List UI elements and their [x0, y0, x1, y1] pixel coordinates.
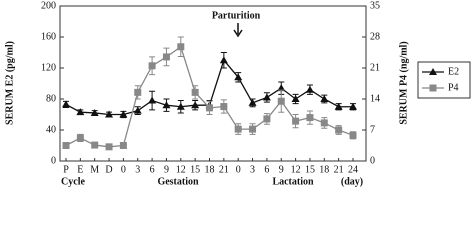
- annotation: Parturition: [212, 10, 261, 21]
- y2-tick-label: 0: [370, 155, 375, 166]
- point: [429, 84, 437, 92]
- y2-tick-label: 7: [370, 124, 375, 135]
- x-tick-label: 3: [250, 164, 255, 175]
- y2-tick-label: 35: [370, 0, 380, 11]
- x-tick-label: 6: [150, 164, 155, 175]
- point: [291, 95, 300, 102]
- x-tick-label: 18: [205, 164, 215, 175]
- legend-label: E2: [448, 66, 459, 77]
- y-tick-label: 160: [41, 31, 56, 42]
- point: [220, 103, 228, 111]
- point: [292, 117, 300, 125]
- x-tick-label: 0: [121, 164, 126, 175]
- point: [234, 125, 242, 133]
- point: [277, 97, 285, 105]
- y-tick-label: 120: [41, 62, 56, 73]
- arrow: [233, 23, 243, 38]
- y-axis-label: SERUM E2 (pg/ml): [4, 41, 15, 125]
- x-tick-label: 24: [348, 164, 358, 175]
- point: [305, 85, 314, 93]
- x-tick-label: 21: [219, 164, 229, 175]
- series-line: [65, 45, 354, 148]
- point: [105, 110, 114, 118]
- point: [306, 114, 314, 122]
- y2-tick-label: 21: [370, 62, 380, 73]
- point: [105, 143, 113, 151]
- y2-axis-label: SERUM P4 (ng/ml): [398, 41, 409, 124]
- plot-frame: [59, 5, 367, 162]
- x-tick-label: 6: [264, 164, 269, 175]
- point: [249, 125, 257, 133]
- x-tick-label: P: [63, 164, 69, 175]
- y-tick-label: 80: [46, 93, 56, 104]
- point: [119, 142, 127, 149]
- point: [206, 104, 213, 112]
- x-tick-label: 21: [334, 164, 344, 175]
- point: [90, 108, 99, 116]
- x-tick-label: 12: [291, 164, 301, 175]
- group-label: Gestation: [157, 176, 199, 187]
- point: [219, 56, 228, 64]
- point: [248, 98, 257, 106]
- x-unit: (day): [341, 176, 363, 187]
- point: [119, 110, 128, 118]
- point: [320, 119, 328, 127]
- point: [62, 100, 70, 108]
- point: [62, 142, 70, 149]
- x-tick-label: 0: [236, 164, 241, 175]
- y-tick-label: 200: [41, 0, 56, 11]
- point: [320, 95, 329, 102]
- x-tick-label: 9: [164, 164, 169, 175]
- point: [148, 96, 157, 104]
- point: [277, 84, 286, 92]
- x-tick-label: 9: [279, 164, 284, 175]
- x-tick-label: D: [105, 164, 112, 175]
- y-tick-label: 40: [46, 124, 56, 135]
- point: [335, 126, 343, 134]
- chart: SERUM E2 (pg/ml) SERUM P4 (ng/ml) Partur…: [4, 0, 471, 187]
- x-tick-label: M: [90, 164, 99, 175]
- y2-tick-label: 14: [370, 93, 380, 104]
- point: [334, 102, 343, 110]
- y-tick-label: 0: [51, 155, 56, 166]
- point: [234, 73, 243, 81]
- group-label: Cycle: [61, 176, 85, 187]
- point: [162, 101, 171, 109]
- x-tick-label: 12: [176, 164, 186, 175]
- y2-tick-label: 28: [370, 31, 380, 42]
- legend: [417, 61, 471, 99]
- point: [177, 43, 185, 51]
- point: [76, 134, 84, 142]
- point: [262, 93, 271, 101]
- x-tick-label: 15: [305, 164, 315, 175]
- x-tick-label: E: [77, 164, 83, 175]
- group-label: Lactation: [272, 176, 314, 187]
- x-tick-label: 15: [190, 164, 200, 175]
- point: [76, 108, 85, 116]
- legend-label: P4: [448, 82, 459, 93]
- point: [429, 68, 437, 75]
- point: [191, 101, 200, 109]
- point: [263, 115, 271, 123]
- point: [134, 88, 142, 96]
- point: [162, 53, 170, 61]
- point: [349, 102, 357, 110]
- x-tick-label: 3: [135, 164, 140, 175]
- x-tick-label: 18: [319, 164, 329, 175]
- point: [191, 88, 199, 96]
- point: [176, 102, 185, 110]
- point: [91, 141, 99, 149]
- point: [148, 62, 156, 70]
- point: [349, 131, 357, 139]
- point: [133, 106, 142, 114]
